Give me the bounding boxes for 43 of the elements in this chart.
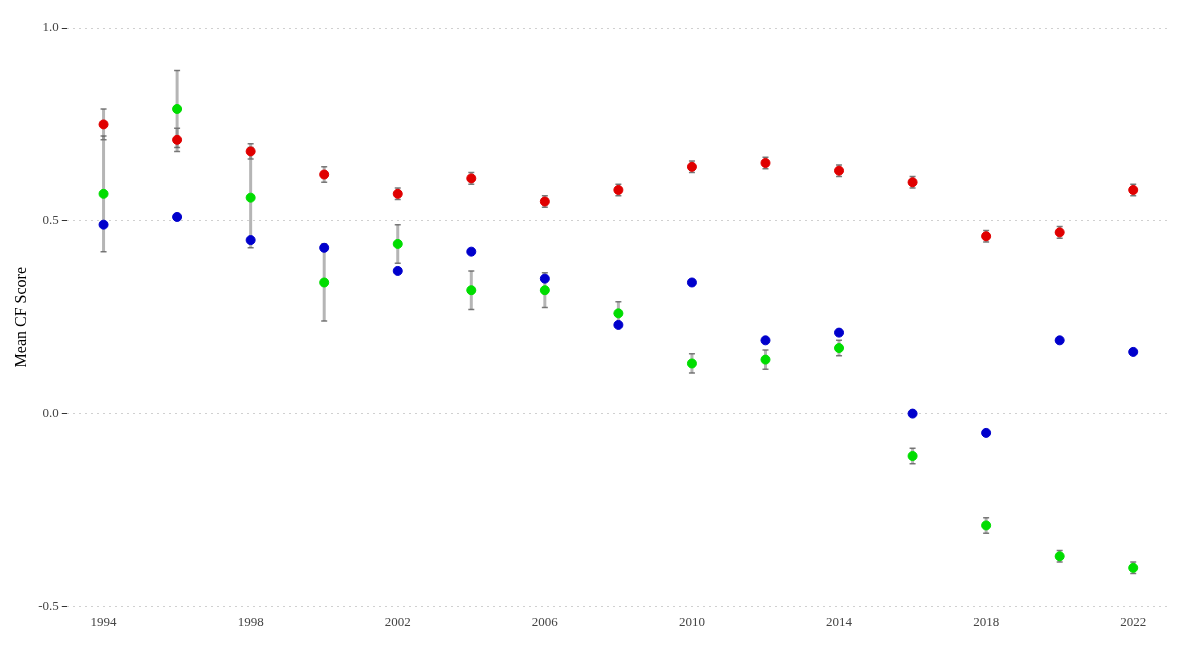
point xyxy=(760,354,771,365)
y-tick-label: -0.5 xyxy=(38,597,59,613)
point xyxy=(686,358,697,369)
point xyxy=(760,335,771,346)
point xyxy=(907,451,918,462)
point xyxy=(172,103,183,114)
point xyxy=(539,273,550,284)
point xyxy=(907,408,918,419)
point xyxy=(172,211,183,222)
x-tick-label: 2010 xyxy=(678,613,705,629)
y-tick-label: 0.0 xyxy=(42,405,59,421)
point xyxy=(319,277,330,288)
point xyxy=(245,235,256,246)
x-tick-label: 2014 xyxy=(826,613,853,629)
y-axis-title: Mean CF Score xyxy=(11,266,29,368)
point xyxy=(1128,346,1139,357)
x-tick-label: 2002 xyxy=(384,613,411,629)
y-tick-label: 0.5 xyxy=(42,212,59,228)
x-tick-label: 1994 xyxy=(90,613,118,629)
point xyxy=(98,219,109,230)
x-tick-label: 1998 xyxy=(237,613,264,629)
y-tick-label: 1.0 xyxy=(42,19,59,35)
point xyxy=(319,242,330,253)
point xyxy=(172,134,183,145)
point xyxy=(834,343,845,354)
point xyxy=(392,265,403,276)
point xyxy=(686,277,697,288)
point xyxy=(245,192,256,203)
x-tick-label: 2006 xyxy=(531,613,559,629)
x-tick-label: 2022 xyxy=(1120,613,1147,629)
point xyxy=(613,319,624,330)
point xyxy=(466,246,477,257)
point xyxy=(613,308,624,319)
point xyxy=(981,520,992,531)
point xyxy=(392,238,403,249)
point xyxy=(1054,335,1065,346)
x-tick-label: 2018 xyxy=(973,613,1000,629)
point xyxy=(834,327,845,338)
point xyxy=(98,188,109,199)
point xyxy=(981,427,992,438)
point xyxy=(98,119,109,130)
point xyxy=(466,285,477,296)
point xyxy=(539,285,550,296)
